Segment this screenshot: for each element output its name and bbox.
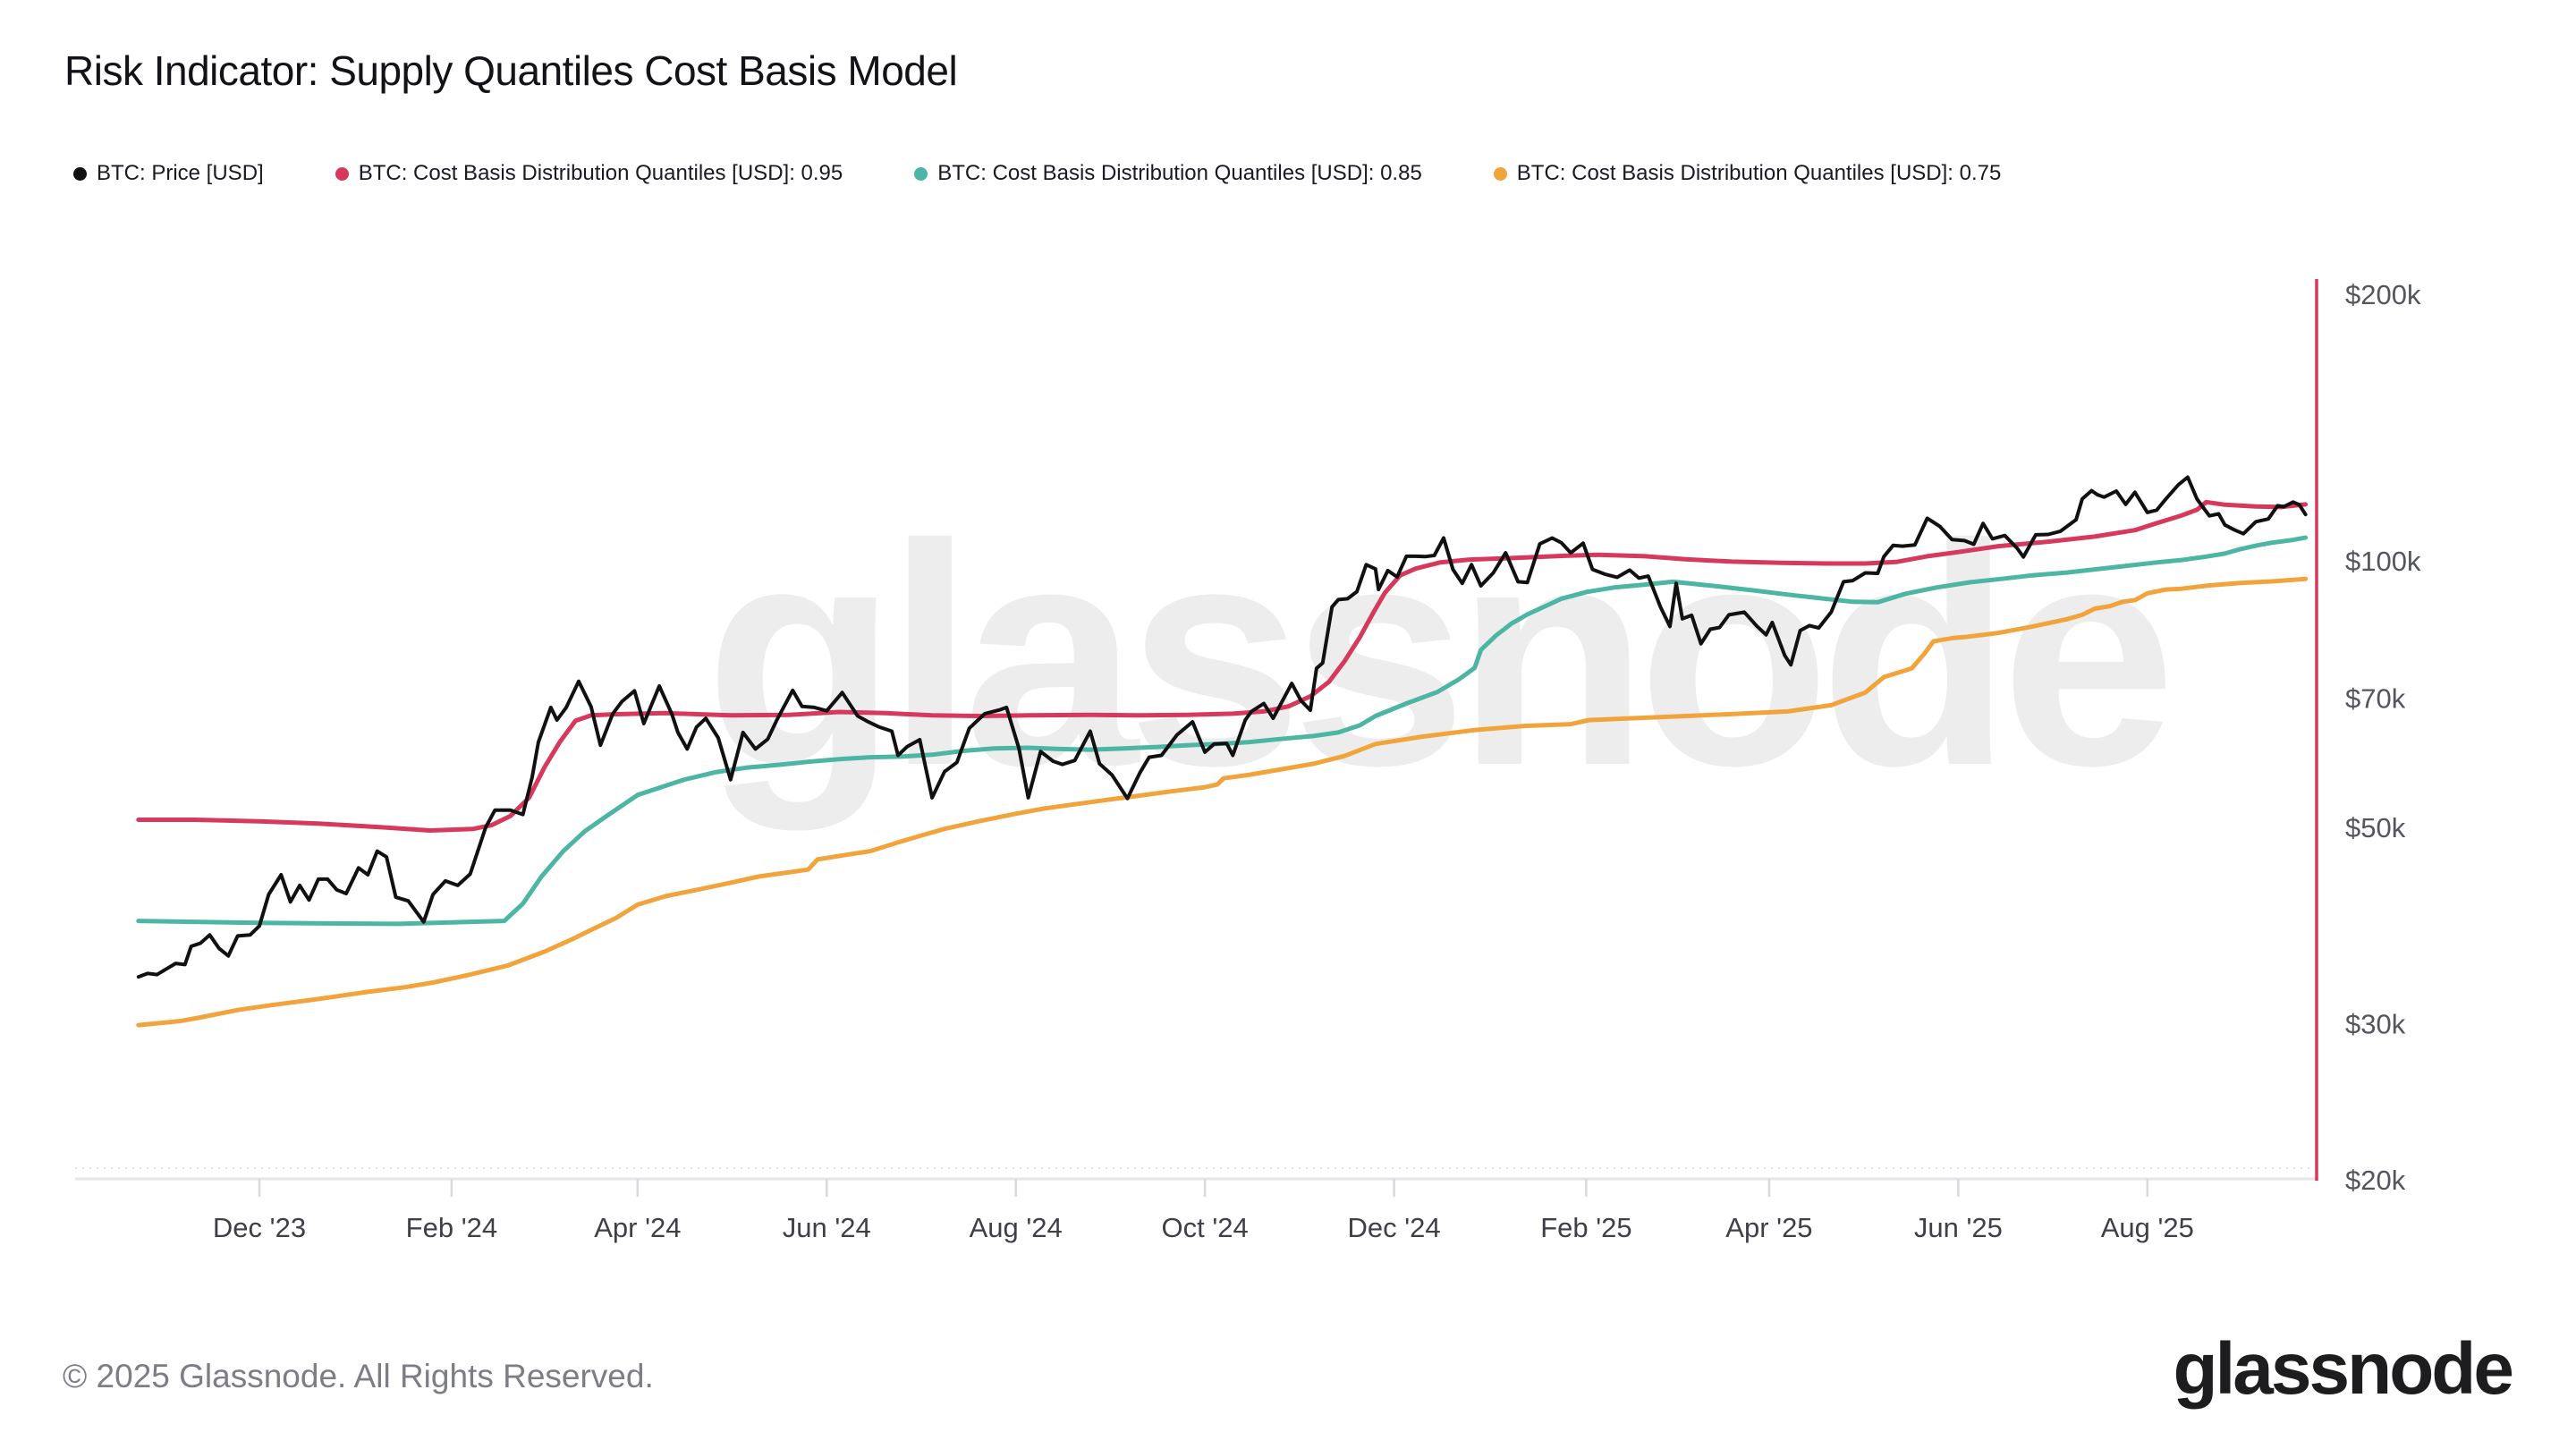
x-tick-label: Aug '25 <box>2101 1212 2194 1243</box>
y-tick-label: $20k <box>2345 1165 2406 1196</box>
x-tick-label: Jun '24 <box>783 1212 871 1243</box>
legend-dot-icon <box>914 166 928 181</box>
x-tick-label: Jun '25 <box>1914 1212 2003 1243</box>
x-tick-label: Feb '24 <box>406 1212 497 1243</box>
legend: BTC: Price [USD] BTC: Cost Basis Distrib… <box>73 161 2001 186</box>
copyright-text: © 2025 Glassnode. All Rights Reserved. <box>63 1358 654 1394</box>
legend-label: BTC: Cost Basis Distribution Quantiles [… <box>358 161 843 185</box>
x-tick-label: Dec '23 <box>213 1212 306 1243</box>
x-tick-label: Aug '24 <box>970 1212 1063 1243</box>
x-tick-label: Apr '25 <box>1725 1212 1812 1243</box>
x-tick-label: Dec '24 <box>1347 1212 1440 1243</box>
x-tick-label: Apr '24 <box>594 1212 681 1243</box>
price-line <box>136 475 2308 979</box>
y-tick-label: $200k <box>2345 279 2421 310</box>
legend-label: BTC: Cost Basis Distribution Quantiles [… <box>937 161 1422 185</box>
legend-label: BTC: Price [USD] <box>97 161 264 185</box>
y-tick-label: $100k <box>2345 546 2421 577</box>
y-tick-label: $70k <box>2345 682 2406 714</box>
legend-item-btc-price[interactable]: BTC: Price [USD] <box>73 161 264 186</box>
legend-item-quantile-075[interactable]: BTC: Cost Basis Distribution Quantiles [… <box>1493 161 2002 186</box>
y-tick-label: $50k <box>2345 812 2406 843</box>
x-tick-label: Feb '25 <box>1540 1212 1631 1243</box>
glassnode-watermark: glassnode <box>705 479 2176 831</box>
quantile-085-line <box>136 535 2309 927</box>
glassnode-logo: glassnode <box>2173 1328 2514 1410</box>
legend-item-quantile-095[interactable]: BTC: Cost Basis Distribution Quantiles [… <box>335 161 843 186</box>
y-tick-label: $30k <box>2345 1009 2406 1040</box>
page-title: Risk Indicator: Supply Quantiles Cost Ba… <box>64 47 958 94</box>
quantile-075-line <box>136 576 2309 1028</box>
legend-dot-icon <box>335 166 349 181</box>
legend-label: BTC: Cost Basis Distribution Quantiles [… <box>1516 161 2002 185</box>
legend-dot-icon <box>73 166 87 181</box>
legend-item-quantile-085[interactable]: BTC: Cost Basis Distribution Quantiles [… <box>914 161 1422 186</box>
legend-dot-icon <box>1493 166 1507 181</box>
x-tick-label: Oct '24 <box>1162 1212 1249 1243</box>
